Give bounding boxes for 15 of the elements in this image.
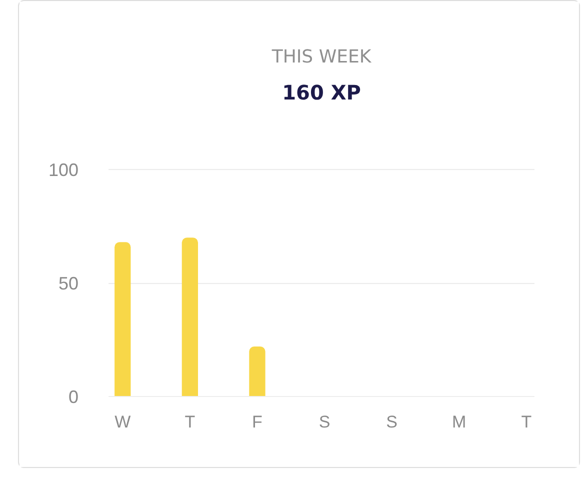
chart-title: THIS WEEK: [270, 46, 372, 68]
x-tick-label: S: [318, 412, 330, 432]
x-tick-label: F: [252, 412, 262, 432]
x-tick-label: S: [386, 412, 398, 432]
y-tick-label: 50: [58, 274, 79, 294]
y-tick-label: 0: [68, 387, 79, 407]
chart-subtitle: 160 XP: [282, 80, 361, 104]
x-tick-label: W: [114, 412, 131, 432]
bar: [182, 238, 198, 396]
x-tick-label: T: [521, 412, 532, 432]
x-tick-label: T: [184, 412, 196, 432]
bar: [249, 346, 266, 396]
bar: [114, 242, 131, 396]
y-tick-label: 100: [48, 160, 79, 180]
x-tick-label: M: [452, 412, 466, 432]
